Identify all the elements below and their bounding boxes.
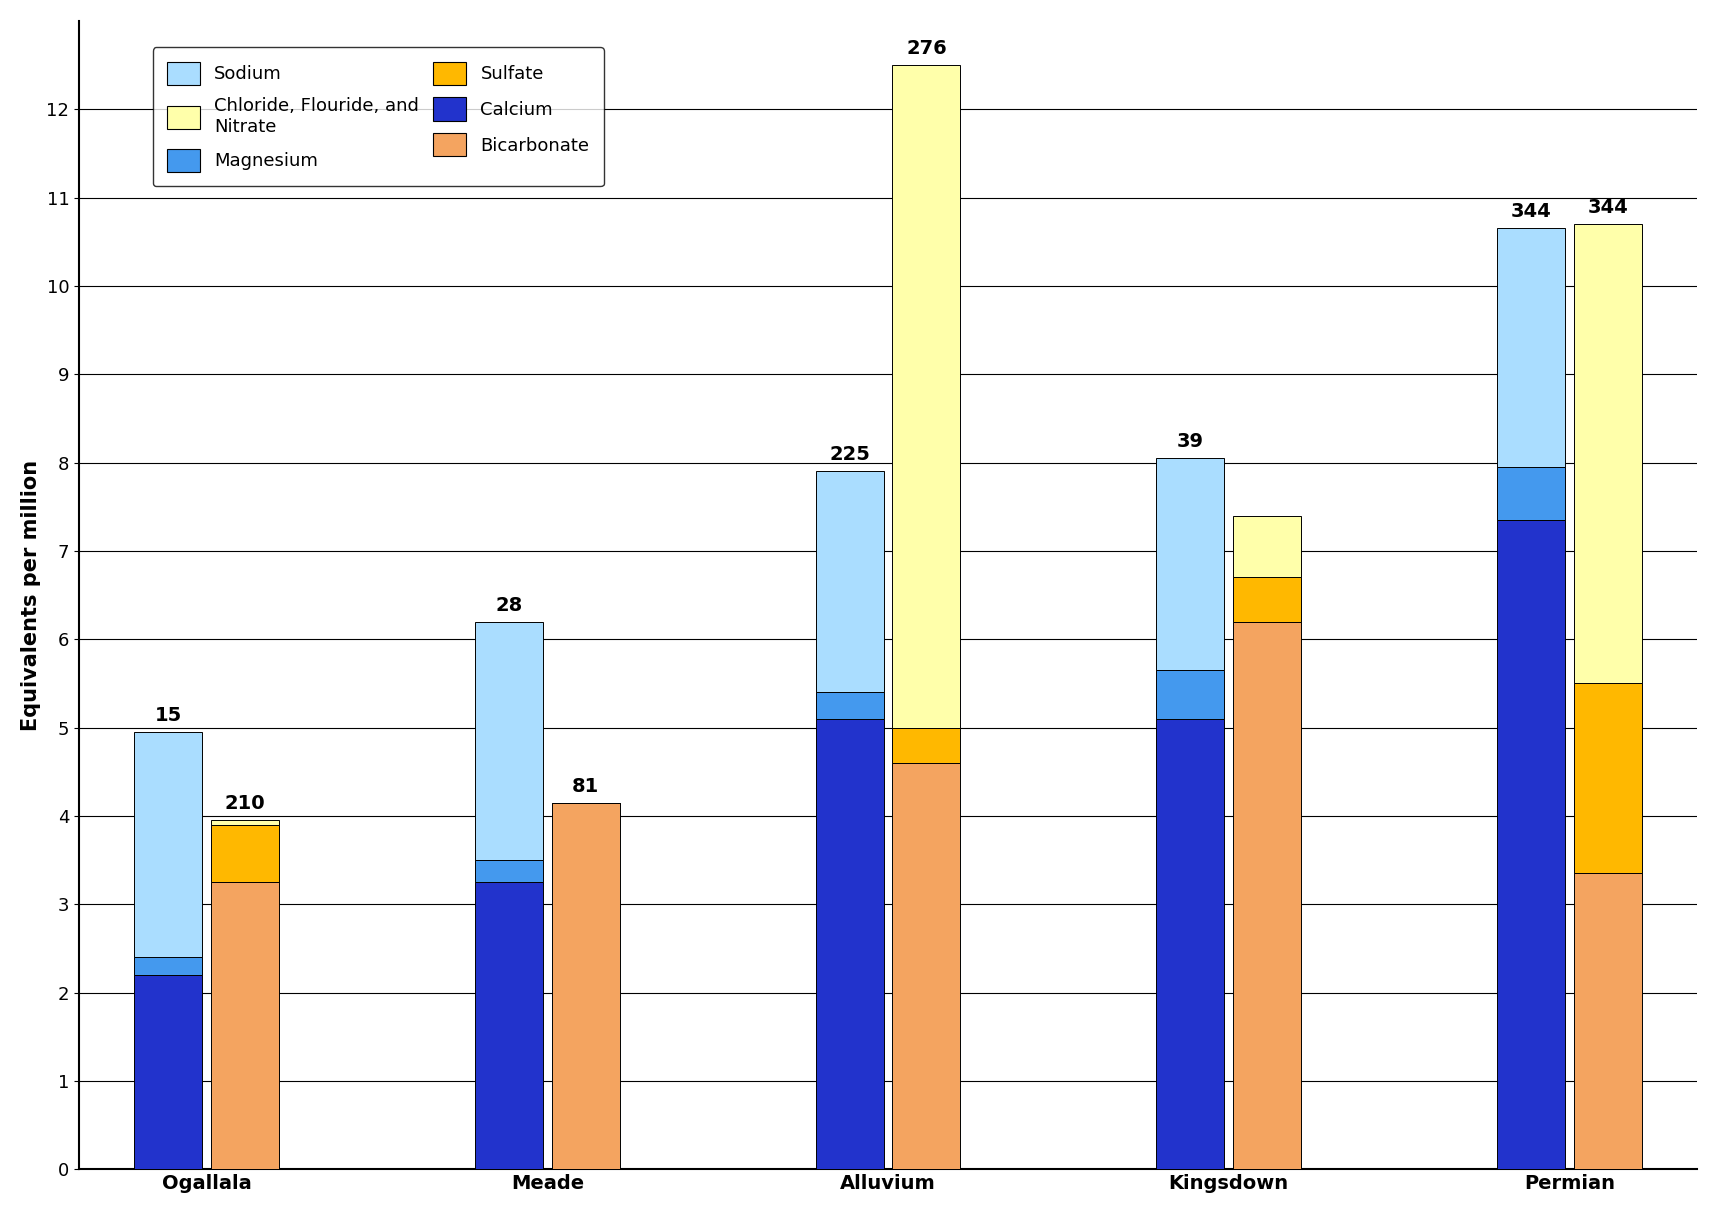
Bar bbox=[1496, 228, 1565, 467]
Bar bbox=[1496, 520, 1565, 1169]
Text: 344: 344 bbox=[1510, 203, 1551, 221]
Bar bbox=[134, 732, 203, 958]
Bar bbox=[474, 860, 543, 883]
Bar bbox=[134, 958, 203, 975]
Bar bbox=[1234, 516, 1301, 578]
Bar bbox=[1574, 225, 1642, 683]
Bar bbox=[892, 762, 960, 1169]
Bar bbox=[211, 824, 278, 883]
Text: 225: 225 bbox=[830, 446, 871, 464]
Bar bbox=[1574, 683, 1642, 873]
Bar bbox=[816, 692, 883, 719]
Bar bbox=[892, 66, 960, 727]
Bar bbox=[1156, 458, 1225, 670]
Bar bbox=[1234, 622, 1301, 1169]
Bar bbox=[211, 883, 278, 1169]
Text: 15: 15 bbox=[155, 705, 182, 725]
Bar bbox=[1496, 467, 1565, 520]
Text: 28: 28 bbox=[495, 596, 522, 614]
Text: 276: 276 bbox=[905, 39, 947, 58]
Bar bbox=[816, 719, 883, 1169]
Legend: Sodium, Chloride, Flouride, and
Nitrate, Magnesium, Sulfate, Calcium, Bicarbonat: Sodium, Chloride, Flouride, and Nitrate,… bbox=[153, 47, 603, 187]
Bar bbox=[211, 821, 278, 824]
Bar bbox=[134, 975, 203, 1169]
Text: 344: 344 bbox=[1587, 198, 1629, 217]
Bar bbox=[551, 802, 620, 1169]
Bar bbox=[1574, 873, 1642, 1169]
Bar bbox=[892, 727, 960, 762]
Bar bbox=[1234, 578, 1301, 622]
Bar bbox=[474, 622, 543, 860]
Bar bbox=[1156, 719, 1225, 1169]
Bar bbox=[474, 883, 543, 1169]
Text: 81: 81 bbox=[572, 777, 600, 795]
Text: 39: 39 bbox=[1177, 432, 1204, 452]
Bar bbox=[1156, 670, 1225, 719]
Y-axis label: Equivalents per million: Equivalents per million bbox=[21, 460, 41, 731]
Bar bbox=[816, 471, 883, 692]
Text: 210: 210 bbox=[225, 794, 265, 813]
